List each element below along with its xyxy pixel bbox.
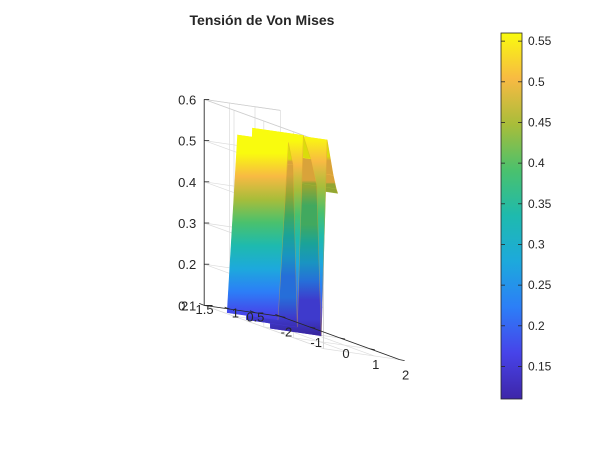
z-tick-label: 0.5	[178, 134, 196, 149]
colorbar-fill	[501, 33, 522, 399]
colorbar-tick-label: 0.2	[528, 319, 545, 333]
colorbar-tick-label: 0.25	[528, 278, 552, 292]
colorbar-tick-label: 0.45	[528, 115, 552, 129]
colorbar-tick-label: 0.4	[528, 156, 545, 170]
z-tick-label: 0.2	[178, 257, 196, 272]
colorbar-ticks: 0.15 0.2 0.25 0.3 0.35 0.4 0.45 0.5 0.55	[501, 34, 552, 373]
colorbar-tick-label: 0.15	[528, 359, 552, 373]
surface-strip	[226, 134, 289, 321]
colorbar-tick-label: 0.35	[528, 197, 552, 211]
y-tick-mark	[249, 310, 256, 314]
z-tick-label: 0.3	[178, 216, 196, 231]
z-tick-label: 0.6	[178, 92, 196, 107]
surface-front-edge	[277, 135, 338, 336]
x-tick-mark	[339, 337, 346, 340]
y-tick-mark	[224, 306, 230, 310]
y-axis-ticks: 0.5 1 1.5 2	[181, 298, 281, 324]
x-tick-label: -1	[310, 335, 322, 350]
chart-title: Tensión de Von Mises	[190, 12, 335, 28]
gridline	[204, 305, 324, 349]
surface	[226, 127, 339, 336]
colorbar-frame	[500, 32, 523, 400]
y-tick-label: 2	[181, 298, 188, 313]
z-axis-ticks: 0.1 0.2 0.3 0.4 0.5 0.6	[178, 92, 210, 313]
y-tick-label: 0.5	[246, 309, 264, 324]
colorbar-tick-label: 0.55	[528, 34, 552, 48]
x-tick-label: -2	[281, 324, 293, 339]
x-axis-ticks: -2 -1 0 1 2	[280, 316, 409, 383]
x-tick-label: 2	[402, 368, 409, 383]
y-axis-line	[204, 305, 281, 317]
box-edge	[204, 99, 281, 111]
z-tick-label: 0.4	[178, 175, 196, 190]
x-tick-mark	[369, 348, 375, 351]
colorbar: 0.15 0.2 0.25 0.3 0.35 0.4 0.45 0.5 0.55	[500, 32, 552, 400]
x-tick-mark	[399, 359, 405, 361]
x-tick-mark	[310, 326, 316, 329]
y-tick-mark	[199, 303, 205, 306]
y-tick-mark	[275, 314, 281, 317]
colorbar-tick-label: 0.5	[528, 75, 545, 89]
y-tick-label: 1	[232, 306, 239, 321]
z-tick-label: 0.1	[178, 298, 196, 313]
x-tick-mark	[280, 316, 286, 318]
gridline	[293, 337, 370, 350]
x-tick-label: 0	[342, 346, 349, 361]
colorbar-tick-label: 0.3	[528, 237, 545, 251]
gridline	[323, 348, 400, 360]
y-tick-label: 1.5	[196, 302, 214, 317]
axes-box: -2 -1 0 1 2 0.5 1 1.5 2 0.1 0.2 0.3 0.4 0.5 0.6	[178, 92, 409, 382]
x-tick-label: 1	[372, 357, 379, 372]
